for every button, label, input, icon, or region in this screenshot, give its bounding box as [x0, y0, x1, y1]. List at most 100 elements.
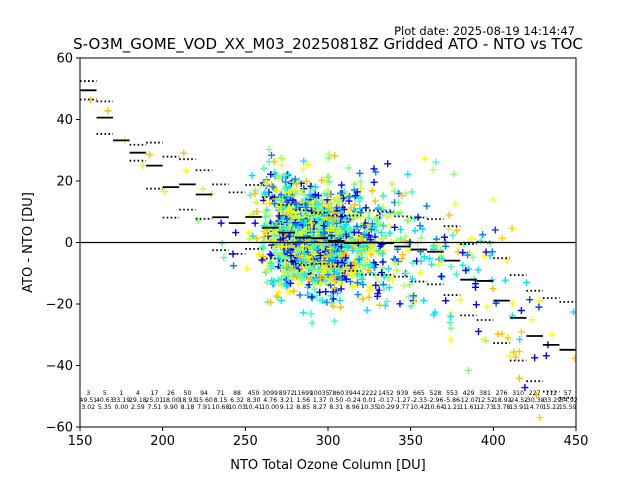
scatter-point — [419, 225, 427, 233]
bin-mean-label: 1.37 — [313, 397, 327, 404]
scatter-point — [269, 183, 277, 191]
scatter-point — [295, 177, 303, 185]
scatter-point — [365, 293, 373, 301]
bin-mean-label: -18.93 — [492, 397, 512, 404]
scatter-point — [531, 354, 539, 362]
scatter-point — [483, 303, 491, 311]
scatter-point — [260, 237, 268, 245]
scatter-point — [318, 207, 326, 215]
scatter-point — [447, 263, 455, 271]
scatter-point — [353, 222, 361, 230]
scatter-point — [322, 288, 330, 296]
scatter-point — [356, 169, 364, 177]
bin-count-label: 57 — [564, 390, 572, 397]
scatter-point — [373, 221, 381, 229]
scatter-point — [284, 240, 292, 248]
scatter-point — [542, 352, 550, 360]
scatter-point — [306, 182, 314, 190]
scatter-point — [469, 253, 477, 261]
scatter-point — [366, 262, 374, 270]
scatter-point — [372, 168, 380, 176]
scatter-point — [471, 283, 479, 291]
scatter-point — [488, 276, 496, 284]
scatter-point — [420, 296, 428, 304]
scatter-point — [347, 204, 355, 212]
scatter-point — [488, 248, 496, 256]
scatter-point — [276, 222, 284, 230]
x-tick-label: 450 — [564, 434, 589, 449]
scatter-point — [374, 277, 382, 285]
scatter-point — [292, 180, 300, 188]
scatter-point — [406, 281, 414, 289]
scatter-point — [161, 188, 169, 196]
scatter-point — [320, 190, 328, 198]
scatter-point — [271, 243, 279, 251]
scatter-point — [263, 266, 271, 274]
scatter-point — [314, 192, 322, 200]
scatter-point — [275, 212, 283, 220]
scatter-point — [331, 152, 339, 160]
bin-std-label: 9.12 — [280, 404, 294, 411]
scatter-point — [512, 353, 520, 361]
scatter-point — [318, 176, 326, 184]
scatter-point — [350, 228, 358, 236]
scatter-point — [374, 204, 382, 212]
bin-std-label: 10.64 — [427, 404, 445, 411]
scatter-point — [399, 251, 407, 259]
scatter-point — [454, 248, 462, 256]
scatter-point — [277, 274, 285, 282]
scatter-point — [364, 266, 372, 274]
scatter-point — [321, 222, 329, 230]
bin-mean-label: 4.76 — [263, 397, 277, 404]
scatter-point — [464, 251, 472, 259]
scatter-point — [321, 277, 329, 285]
scatter-point — [391, 259, 399, 267]
scatter-point — [261, 188, 269, 196]
scatter-point — [284, 272, 292, 280]
scatter-point — [344, 209, 352, 217]
bin-mean-label: -34.92 — [558, 397, 578, 404]
bin-mean-label: 49.51 — [79, 397, 97, 404]
scatter-point — [325, 173, 333, 181]
scatter-point — [299, 165, 307, 173]
bin-count-label: 7860 — [328, 390, 344, 397]
scatter-point — [277, 154, 285, 162]
scatter-point — [498, 234, 506, 242]
scatter-point — [270, 234, 278, 242]
y-axis-label: ATO - NTO [DU] — [21, 192, 36, 293]
scatter-point — [263, 231, 271, 239]
scatter-point — [326, 244, 334, 252]
y-tick-label: 40 — [56, 113, 73, 128]
scatter-point — [386, 229, 394, 237]
scatter-point — [299, 242, 307, 250]
scatter-point — [385, 284, 393, 292]
scatter-point — [390, 255, 398, 263]
scatter-point — [416, 222, 424, 230]
scatter-point — [432, 158, 440, 166]
scatter-point — [308, 319, 316, 327]
bin-std-label: 10.29 — [377, 404, 395, 411]
scatter-point — [280, 185, 288, 193]
scatter-point — [316, 235, 324, 243]
scatter-point — [510, 348, 518, 356]
bin-count-label: 94 — [200, 390, 208, 397]
scatter-point — [381, 302, 389, 310]
scatter-point — [384, 265, 392, 273]
scatter-point — [248, 172, 256, 180]
bin-mean-label: 6.32 — [230, 397, 244, 404]
scatter-point — [104, 107, 112, 115]
bin-count-label: 429 — [463, 390, 475, 397]
scatter-point — [365, 231, 373, 239]
scatter-point — [263, 199, 271, 207]
bin-std-label: 10.35 — [360, 404, 378, 411]
scatter-point — [453, 227, 461, 235]
scatter-point — [358, 265, 366, 273]
scatter-point — [354, 291, 362, 299]
scatter-point — [300, 198, 308, 206]
scatter-point — [252, 198, 260, 206]
scatter-point — [350, 180, 358, 188]
scatter-point — [293, 271, 301, 279]
bin-count-label: 4 — [136, 390, 140, 397]
scatter-point — [304, 275, 312, 283]
scatter-point — [338, 199, 346, 207]
